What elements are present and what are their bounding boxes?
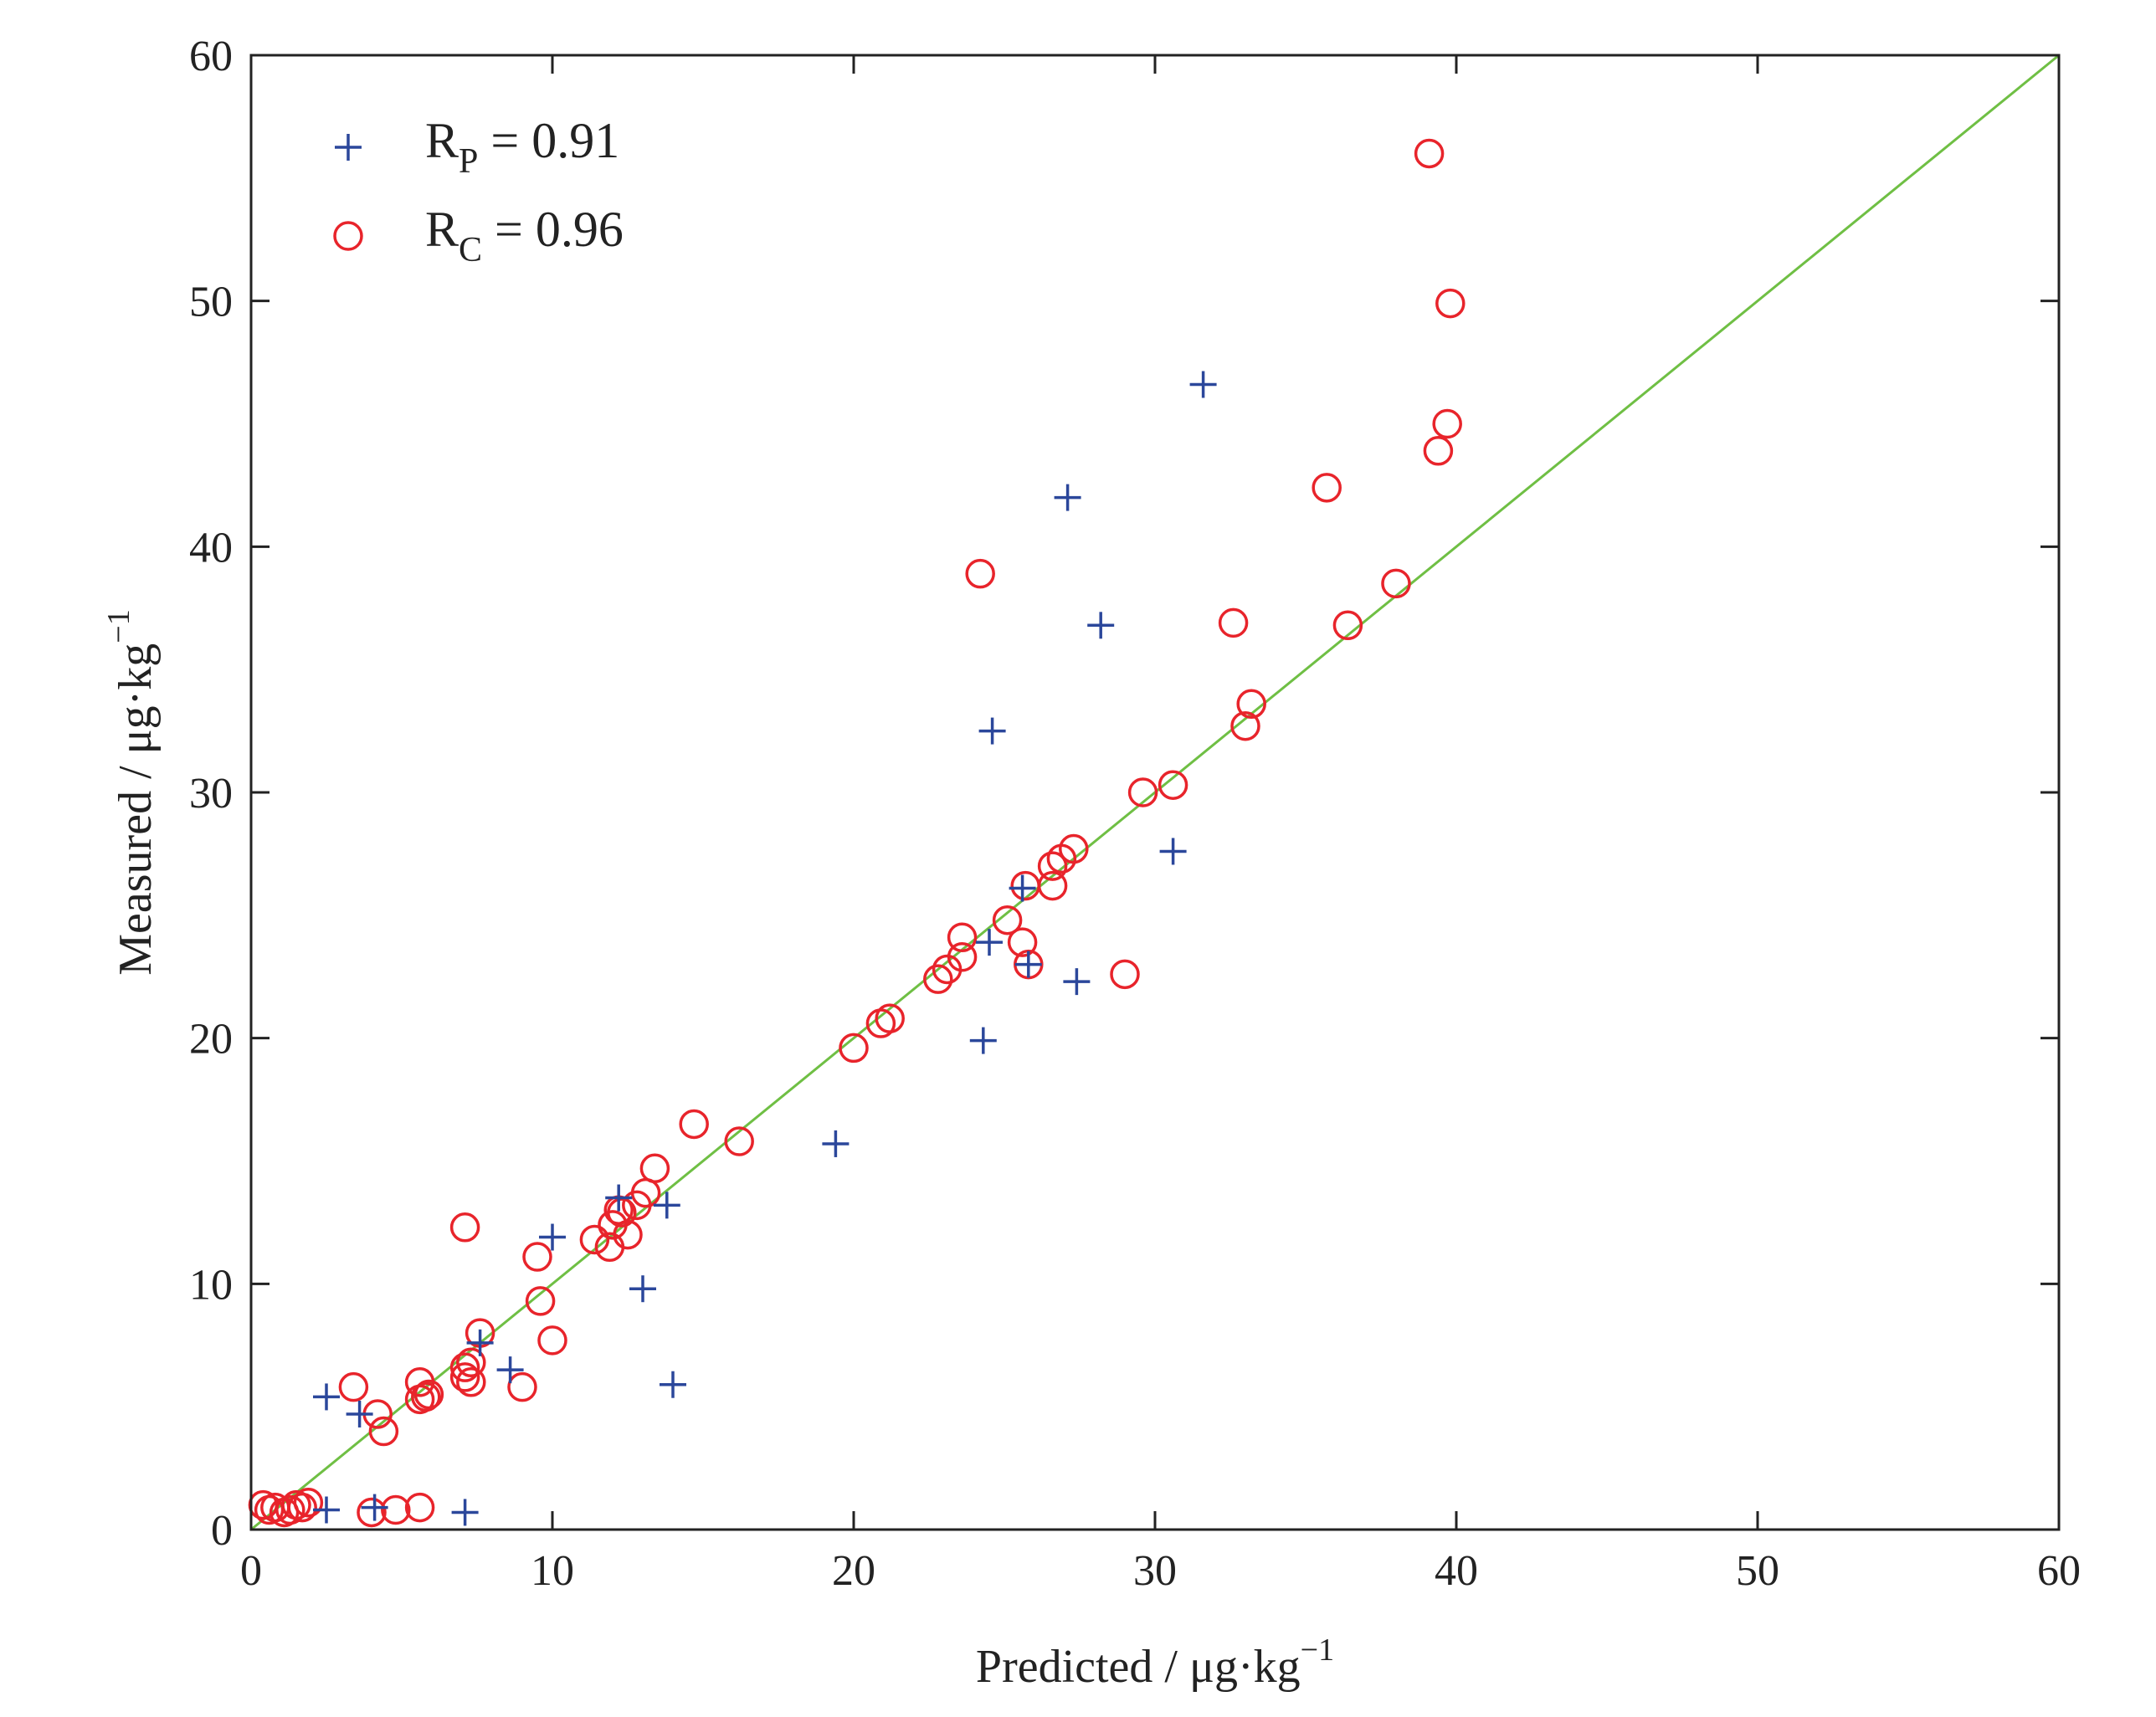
calibration-point [281,1489,311,1520]
calibration-point [1007,927,1038,957]
calibration-point [1423,436,1454,466]
prediction-point [466,1329,494,1356]
calibration-point [381,1494,411,1525]
calibration-point [456,1367,486,1397]
prediction-point [496,1356,524,1384]
calibration-point [1432,408,1462,439]
calibration-point [456,1347,486,1378]
y-tick-label: 10 [189,1261,233,1309]
prediction-point [976,929,1003,956]
calibration-point [594,1232,625,1263]
y-tick-label: 0 [211,1507,233,1555]
legend-circle-marker [333,221,363,251]
legend-marker-prediction [335,134,362,161]
x-axis-title: Predicted / μg·kg−1 [976,1632,1334,1693]
calibration-point [724,1126,754,1156]
calibration-point [275,1494,305,1525]
calibration-point [992,905,1023,935]
calibration-point [537,1325,567,1356]
calibration-point [525,1286,556,1316]
prediction-point [605,1184,633,1212]
x-tick-label: 40 [1435,1547,1478,1595]
y-tick-label: 40 [189,524,233,571]
legend-marker-calibration [333,221,363,251]
calibration-point [449,1352,480,1382]
calibration-point [411,1381,441,1412]
calibration-point [293,1487,324,1518]
prediction-point [1014,951,1042,978]
x-tick-label: 0 [240,1547,262,1595]
prediction-point [653,1192,680,1219]
axis-ticks: 0 10 20 30 40 50 60 0 10 20 30 40 50 60 [189,33,2081,1595]
calibration-point [338,1371,369,1402]
calibration-point [965,558,995,589]
calibration-point [947,922,978,953]
x-tick-label: 30 [1133,1547,1177,1595]
legend-label-prediction: RP = 0.91 [425,113,619,181]
y-tick-label: 30 [189,770,233,817]
calibration-point [1158,770,1188,800]
calibration-point [923,964,953,994]
calibration-point [1332,610,1363,641]
prediction-point [313,1496,340,1524]
calibration-point [357,1497,387,1528]
legend-label-calibration: RC = 0.96 [425,202,624,269]
calibration-point [839,1033,869,1064]
legend-plus-marker [335,134,362,161]
calibration-point [865,1008,896,1038]
calibration-point [1414,138,1445,169]
calibration-point [507,1371,537,1402]
calibration-point [622,1190,652,1221]
prediction-point [451,1499,479,1526]
prediction-point [660,1371,686,1398]
calibration-point [579,1224,610,1255]
y-tick-label: 50 [189,279,233,326]
calibration-point [1312,473,1342,503]
prediction-point [629,1275,656,1303]
legend: RP = 0.91 RC = 0.96 [333,113,624,269]
x-tick-label: 60 [2037,1547,2081,1595]
calibration-point [522,1242,552,1272]
prediction-point [1159,838,1187,865]
calibration-point [1230,710,1260,741]
prediction-point [1087,612,1115,639]
calibration-point [1435,288,1466,319]
calibration-point [1127,777,1158,807]
calibration-point [1037,851,1068,881]
calibration-point [1110,959,1140,990]
prediction-point [1009,874,1036,902]
plot-frame [249,54,2061,1531]
calibration-point [598,1210,628,1240]
x-tick-label: 20 [832,1547,875,1595]
calibration-point [1218,607,1249,638]
calibration-point [1010,870,1040,901]
calibration-point [449,1362,480,1392]
prediction-point [822,1130,850,1157]
y-tick-label: 60 [189,33,233,80]
prediction-point [1054,484,1081,511]
calibration-point [1236,689,1266,720]
calibration-point [679,1109,709,1140]
prediction-point [969,1027,997,1054]
calibration-point [449,1212,480,1243]
prediction-point [346,1400,373,1427]
prediction-point [361,1494,388,1521]
prediction-point [978,717,1006,745]
prediction-point [1189,371,1217,398]
y-axis-title: Measured / μg·kg−1 [101,609,162,975]
calibration-point [404,1492,435,1523]
calibration-point [1381,568,1411,599]
x-tick-label: 50 [1736,1547,1779,1595]
prediction-point [539,1223,566,1251]
prediction-point [313,1383,340,1411]
y-tick-label: 20 [189,1016,233,1064]
data-points-layer [248,138,1466,1528]
x-tick-label: 10 [531,1547,574,1595]
prediction-point [1063,968,1091,996]
calibration-point [368,1416,399,1447]
calibration-point [1046,843,1077,874]
calibration-point [932,954,963,985]
